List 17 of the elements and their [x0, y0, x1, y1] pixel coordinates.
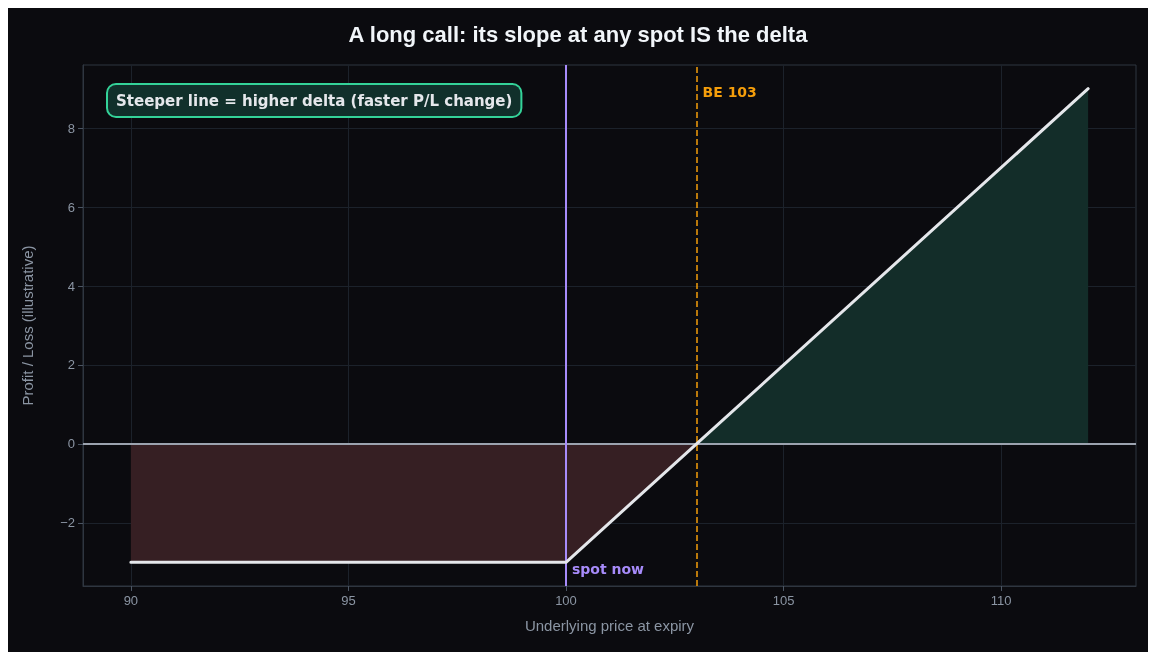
x-tick-label: 105 [772, 593, 795, 608]
x-tick-label: 95 [341, 593, 356, 608]
y-tick-label: 8 [67, 120, 75, 136]
x-tick-label: 110 [990, 593, 1012, 608]
x-tick-label: 90 [123, 593, 139, 608]
y-tick-label: 6 [67, 199, 75, 215]
x-axis-title: Underlying price at expiry [524, 617, 695, 634]
y-tick-label: 2 [67, 357, 75, 373]
y-tick-label: 0 [67, 436, 75, 452]
annotation: Steeper line = higher delta (faster P/L change) [116, 91, 513, 110]
ref-line-label: BE 103 [702, 84, 757, 100]
x-tick-label: 100 [555, 593, 577, 608]
chart-title: A long call: its slope at any spot IS the delta [348, 21, 809, 47]
y-tick-label: −2 [60, 515, 75, 531]
ref-line-label: spot now [571, 561, 645, 577]
y-tick-label: 4 [67, 278, 75, 294]
y-axis-title: Profit / Loss (illustrative) [19, 245, 36, 406]
